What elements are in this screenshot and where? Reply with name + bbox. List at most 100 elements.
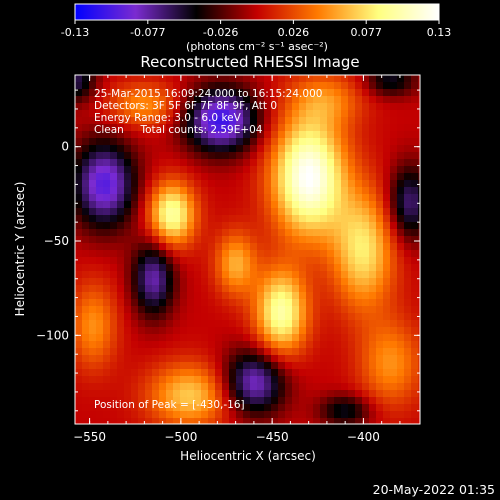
heatmap-cell: [236, 75, 244, 83]
heatmap-cell: [327, 173, 335, 181]
heatmap-cell: [257, 348, 265, 356]
heatmap-cell: [285, 306, 293, 314]
heatmap-cell: [264, 383, 272, 391]
heatmap-cell: [82, 383, 90, 391]
heatmap-cell: [320, 264, 328, 272]
heatmap-cell: [222, 327, 230, 335]
heatmap-cell: [404, 418, 412, 424]
heatmap-cell: [355, 271, 363, 279]
heatmap-cell: [124, 264, 132, 272]
heatmap-cell: [383, 418, 391, 424]
heatmap-cell: [327, 376, 335, 384]
heatmap-cell: [131, 243, 139, 251]
heatmap-cell: [131, 376, 139, 384]
heatmap-cell: [96, 285, 104, 293]
heatmap-cell: [173, 236, 181, 244]
heatmap-cell: [334, 390, 342, 398]
heatmap-cell: [152, 201, 160, 209]
heatmap-cell: [285, 334, 293, 342]
heatmap-cell: [369, 404, 377, 412]
heatmap-cell: [103, 75, 111, 83]
heatmap-cell: [215, 131, 223, 139]
heatmap-cell: [215, 383, 223, 391]
heatmap-cell: [166, 82, 174, 90]
heatmap-cell: [229, 404, 237, 412]
heatmap-cell: [306, 271, 314, 279]
heatmap-cell: [187, 397, 195, 405]
heatmap-cell: [138, 208, 146, 216]
heatmap-cell: [341, 383, 349, 391]
heatmap-cell: [243, 124, 251, 132]
heatmap-cell: [306, 264, 314, 272]
heatmap-cell: [215, 362, 223, 370]
heatmap-cell: [299, 341, 307, 349]
heatmap-cell: [376, 180, 384, 188]
heatmap-cell: [257, 131, 265, 139]
heatmap-cell: [348, 313, 356, 321]
heatmap-cell: [173, 292, 181, 300]
heatmap-cell: [145, 124, 153, 132]
heatmap-cell: [299, 334, 307, 342]
heatmap-cell: [348, 306, 356, 314]
heatmap-cell: [215, 75, 223, 83]
heatmap-cell: [96, 355, 104, 363]
heatmap-cell: [103, 208, 111, 216]
heatmap-cell: [208, 306, 216, 314]
heatmap-cell: [271, 173, 279, 181]
heatmap-cell: [215, 299, 223, 307]
heatmap-cell: [390, 138, 398, 146]
heatmap-cell: [250, 103, 258, 111]
heatmap-cell: [159, 285, 167, 293]
heatmap-cell: [390, 166, 398, 174]
heatmap-cell: [334, 236, 342, 244]
heatmap-cell: [257, 243, 265, 251]
heatmap-cell: [194, 271, 202, 279]
heatmap-cell: [208, 341, 216, 349]
heatmap-cell: [194, 383, 202, 391]
heatmap-cell: [138, 383, 146, 391]
heatmap-cell: [411, 187, 419, 195]
heatmap-cell: [292, 334, 300, 342]
heatmap-cell: [138, 404, 146, 412]
heatmap-cell: [215, 278, 223, 286]
heatmap-cell: [306, 411, 314, 419]
heatmap-cell: [194, 124, 202, 132]
heatmap-cell: [117, 362, 125, 370]
heatmap-cell: [243, 236, 251, 244]
heatmap-cell: [404, 313, 412, 321]
heatmap-cell: [306, 243, 314, 251]
heatmap-cell: [173, 383, 181, 391]
heatmap-cell: [397, 166, 405, 174]
heatmap-cell: [411, 243, 419, 251]
heatmap-cell: [320, 355, 328, 363]
heatmap-cell: [208, 222, 216, 230]
heatmap-cell: [390, 117, 398, 125]
heatmap-cell: [222, 411, 230, 419]
heatmap-cell: [124, 110, 132, 118]
heatmap-cell: [250, 404, 258, 412]
heatmap-cell: [145, 271, 153, 279]
heatmap-cell: [411, 208, 419, 216]
heatmap-cell: [236, 362, 244, 370]
heatmap-cell: [138, 103, 146, 111]
heatmap-cell: [236, 299, 244, 307]
heatmap-cell: [411, 194, 419, 202]
heatmap-cell: [355, 292, 363, 300]
heatmap-cell: [285, 313, 293, 321]
heatmap-cell: [75, 110, 83, 118]
heatmap-cell: [313, 327, 321, 335]
heatmap-cell: [376, 418, 384, 424]
heatmap-cell: [369, 236, 377, 244]
heatmap-cell: [194, 138, 202, 146]
heatmap-cell: [229, 82, 237, 90]
heatmap-cell: [110, 138, 118, 146]
heatmap-cell: [138, 334, 146, 342]
heatmap-cell: [264, 264, 272, 272]
heatmap-cell: [271, 348, 279, 356]
heatmap-cell: [124, 404, 132, 412]
heatmap-cell: [306, 159, 314, 167]
heatmap-cell: [390, 299, 398, 307]
heatmap-cell: [390, 82, 398, 90]
heatmap-cell: [131, 187, 139, 195]
heatmap-cell: [348, 250, 356, 258]
